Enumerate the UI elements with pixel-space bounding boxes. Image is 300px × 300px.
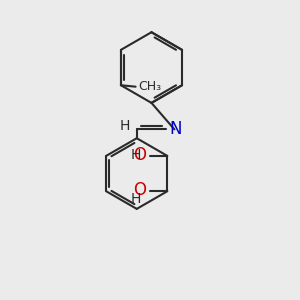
Text: O: O (133, 146, 146, 164)
Text: O: O (133, 181, 146, 199)
Text: N: N (170, 120, 182, 138)
Text: H: H (130, 148, 141, 162)
Text: H: H (120, 119, 130, 133)
Text: H: H (130, 192, 141, 206)
Text: CH₃: CH₃ (138, 80, 161, 93)
